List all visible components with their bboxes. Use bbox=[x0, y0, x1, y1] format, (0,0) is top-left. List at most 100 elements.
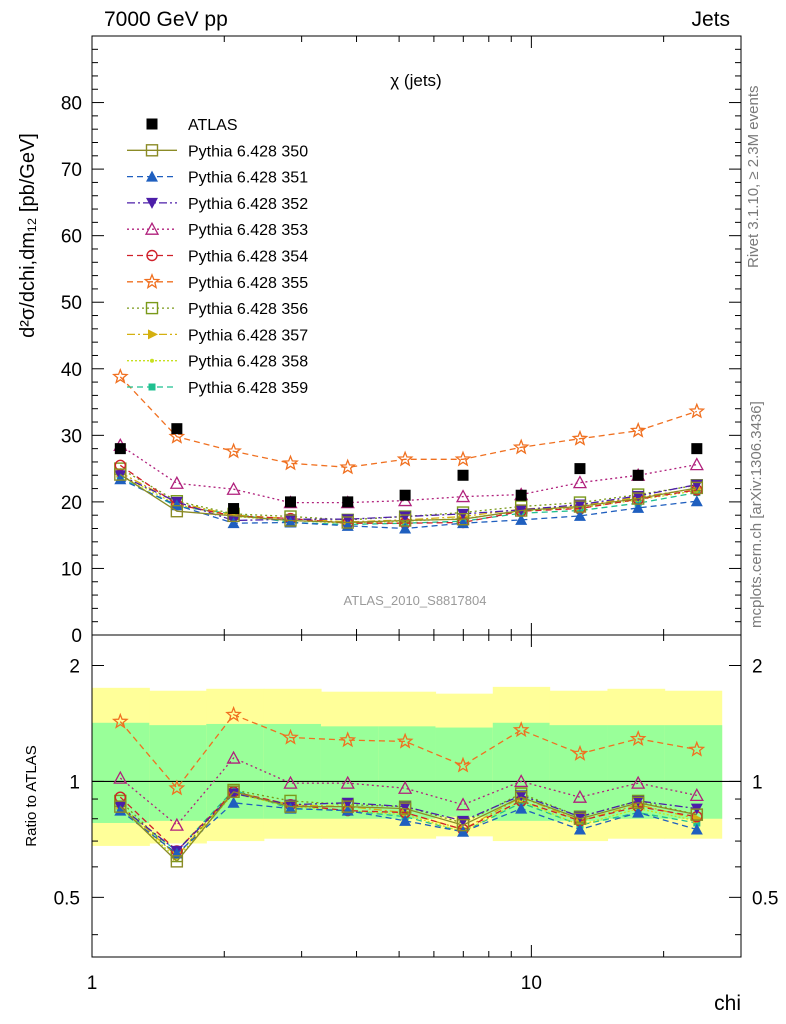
data-point bbox=[574, 463, 586, 475]
data-point bbox=[572, 789, 588, 803]
data-point bbox=[454, 450, 472, 467]
data-point bbox=[146, 249, 158, 262]
series bbox=[114, 468, 704, 529]
data-point bbox=[514, 790, 528, 804]
data-point bbox=[226, 750, 241, 764]
data-point bbox=[631, 796, 645, 809]
data-point bbox=[515, 790, 528, 802]
y-tick-label: 10 bbox=[61, 559, 82, 580]
data-point bbox=[398, 514, 412, 527]
data-point bbox=[340, 775, 355, 789]
data-point bbox=[227, 796, 240, 808]
data-point bbox=[113, 770, 128, 784]
data-point bbox=[512, 721, 530, 738]
legend-label: Pythia 6.428 357 bbox=[188, 327, 308, 344]
data-point bbox=[690, 808, 704, 821]
data-point bbox=[515, 489, 527, 501]
x-axis-label: chi bbox=[714, 992, 741, 1015]
data-point bbox=[573, 500, 587, 513]
data-point bbox=[282, 728, 299, 745]
data-point bbox=[693, 819, 701, 827]
series-line bbox=[119, 376, 698, 468]
data-point bbox=[632, 469, 644, 481]
data-point bbox=[169, 817, 184, 831]
ratio-series-line bbox=[119, 791, 697, 863]
y-tick-label: 20 bbox=[61, 493, 82, 514]
data-point bbox=[284, 516, 297, 528]
data-point bbox=[688, 740, 706, 757]
band-inner bbox=[149, 725, 207, 821]
data-point bbox=[145, 301, 159, 315]
series bbox=[114, 473, 703, 534]
ratio-y-tick-label: 0.5 bbox=[54, 888, 80, 909]
data-point bbox=[515, 513, 528, 525]
data-point bbox=[457, 815, 470, 827]
y-tick-label: 70 bbox=[61, 160, 82, 181]
series-line bbox=[119, 444, 697, 504]
data-point bbox=[632, 795, 645, 807]
legend-entry: Pythia 6.428 352 bbox=[127, 196, 308, 213]
data-point bbox=[169, 475, 184, 489]
data-point bbox=[144, 221, 160, 235]
data-point bbox=[143, 273, 161, 289]
ratio-series bbox=[113, 750, 704, 831]
data-point bbox=[225, 705, 242, 722]
x-tick-label: 10 bbox=[521, 973, 542, 994]
data-point bbox=[170, 855, 184, 868]
x-tick-label: 1 bbox=[87, 973, 98, 994]
data-point bbox=[282, 454, 299, 471]
data-point bbox=[285, 496, 297, 508]
data-point bbox=[170, 505, 184, 518]
data-point bbox=[399, 801, 412, 813]
data-point bbox=[572, 475, 588, 489]
y-tick-label: 60 bbox=[61, 227, 82, 248]
y-tick-label: 30 bbox=[61, 426, 82, 447]
data-point bbox=[632, 806, 645, 818]
band-inner bbox=[549, 725, 609, 821]
data-point bbox=[571, 429, 589, 446]
data-point bbox=[398, 802, 412, 815]
data-point bbox=[690, 823, 703, 835]
data-point bbox=[457, 469, 469, 481]
chart-title: χ (jets) bbox=[390, 71, 441, 90]
legend-entry: Pythia 6.428 356 bbox=[127, 301, 308, 318]
data-point bbox=[146, 197, 158, 209]
data-point bbox=[632, 501, 645, 513]
data-point bbox=[689, 457, 704, 471]
main-series-group bbox=[112, 368, 706, 534]
ratio-y-tick-label-right: 1 bbox=[752, 772, 763, 793]
legend-entry: Pythia 6.428 351 bbox=[127, 170, 308, 187]
data-point bbox=[170, 499, 183, 511]
data-point bbox=[145, 144, 159, 157]
data-point bbox=[284, 800, 297, 813]
data-point bbox=[514, 774, 529, 788]
data-point bbox=[146, 170, 158, 182]
legend-entry: Pythia 6.428 355 bbox=[127, 273, 308, 292]
data-point bbox=[631, 775, 646, 789]
legend-label: Pythia 6.428 354 bbox=[188, 249, 308, 266]
y-tick-label: 0 bbox=[71, 626, 82, 647]
legend-entry: ATLAS bbox=[146, 117, 238, 134]
data-point bbox=[688, 402, 706, 419]
ratio-y-tick-label: 1 bbox=[69, 772, 80, 793]
legend-label: Pythia 6.428 356 bbox=[188, 301, 308, 318]
data-point bbox=[456, 818, 470, 832]
data-point bbox=[629, 729, 647, 746]
ratio-y-tick-label-right: 0.5 bbox=[752, 888, 778, 909]
data-point bbox=[455, 797, 471, 811]
legend-label: Pythia 6.428 350 bbox=[188, 143, 308, 160]
data-point bbox=[341, 800, 354, 813]
data-point bbox=[399, 489, 411, 501]
band-inner bbox=[435, 727, 494, 817]
data-point bbox=[111, 712, 129, 729]
data-point bbox=[573, 823, 586, 835]
data-point bbox=[573, 499, 586, 511]
data-point bbox=[339, 731, 357, 748]
data-point bbox=[150, 358, 154, 363]
data-point bbox=[171, 423, 183, 435]
ratio-frame bbox=[91, 634, 742, 958]
data-point bbox=[225, 442, 242, 459]
legend-entry: Pythia 6.428 359 bbox=[127, 380, 308, 397]
data-point bbox=[455, 489, 471, 503]
data-point bbox=[573, 509, 586, 521]
